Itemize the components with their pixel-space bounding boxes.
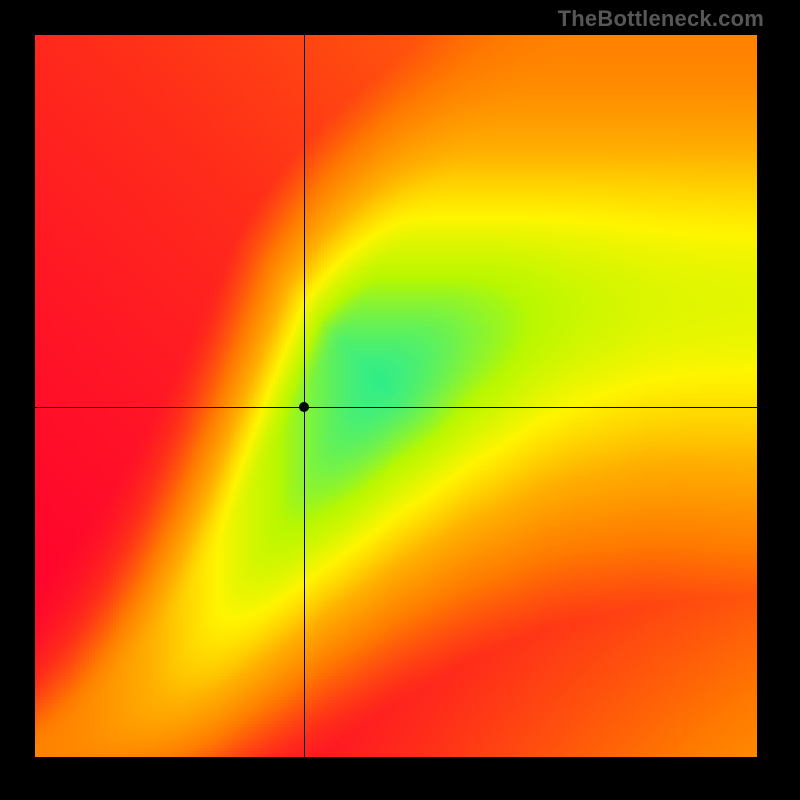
plot-area [35,35,757,757]
marker-dot [299,402,309,412]
crosshair-vertical [304,35,305,757]
heatmap-canvas [35,35,757,757]
crosshair-horizontal [35,407,757,408]
figure-outer: TheBottleneck.com [0,0,800,800]
attribution-text: TheBottleneck.com [558,6,764,32]
